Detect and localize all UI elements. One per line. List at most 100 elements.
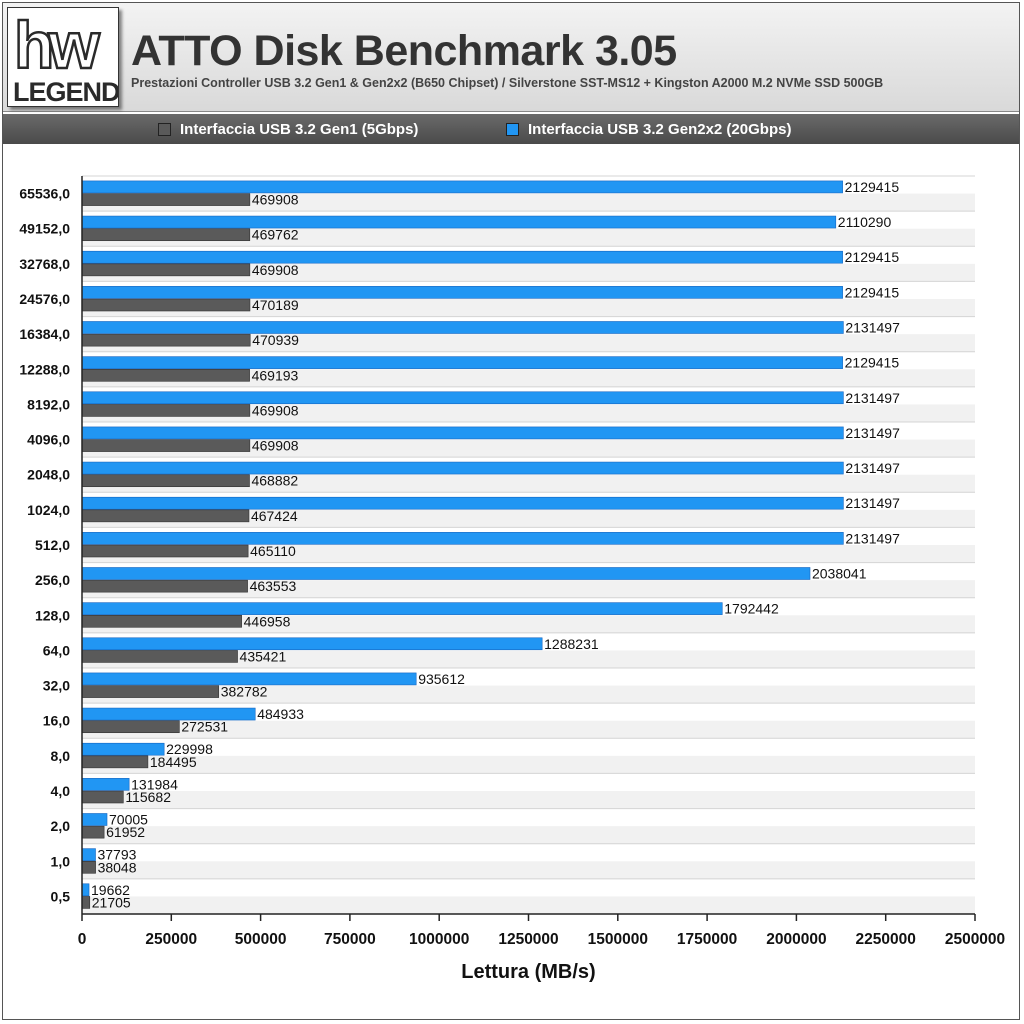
row-band: [82, 861, 975, 879]
data-label: 115682: [125, 789, 171, 805]
y-tick-label: 2048,0: [27, 467, 70, 483]
bar: [81, 298, 251, 312]
data-label: 2129415: [845, 179, 900, 195]
data-label: 446958: [244, 613, 291, 629]
data-label: 1792442: [724, 601, 779, 617]
row-band: [82, 334, 975, 352]
y-tick-label: 16384,0: [19, 326, 70, 342]
row-band: [82, 615, 975, 633]
data-label: 2131497: [845, 495, 900, 511]
data-label: 469762: [252, 227, 299, 243]
bar: [81, 474, 250, 488]
y-tick-label: 2,0: [51, 818, 71, 834]
y-tick-label: 24576,0: [19, 291, 70, 307]
x-tick-label: 1500000: [588, 931, 648, 948]
data-label: 470189: [252, 297, 299, 313]
row-band: [82, 826, 975, 844]
legend-swatch-gen1: [158, 122, 171, 136]
bar: [81, 672, 417, 686]
data-label: 184495: [150, 754, 197, 770]
row-band: [82, 509, 975, 528]
data-label: 2131497: [845, 319, 900, 335]
data-label: 469908: [252, 402, 299, 418]
data-label: 382782: [221, 684, 268, 700]
data-label: 2038041: [812, 565, 867, 581]
data-label: 2129415: [845, 284, 900, 300]
y-tick-label: 12288,0: [19, 361, 70, 377]
x-tick-label: 0: [78, 931, 87, 948]
row-band: [82, 474, 975, 493]
y-tick-label: 256,0: [35, 572, 70, 588]
row-band: [82, 720, 975, 739]
bar: [81, 579, 248, 593]
bar: [81, 848, 96, 861]
x-tick-label: 500000: [235, 931, 287, 948]
bar: [81, 228, 251, 242]
bar: [81, 496, 844, 510]
bar: [81, 509, 250, 523]
row-band: [82, 896, 975, 914]
bar: [81, 685, 220, 698]
bar: [81, 391, 844, 405]
data-label: 2129415: [845, 355, 900, 371]
data-label: 469193: [252, 367, 299, 383]
bar: [81, 532, 844, 545]
bar: [81, 883, 90, 897]
bar: [81, 333, 251, 347]
data-label: 2110290: [838, 214, 892, 230]
y-tick-label: 1024,0: [27, 502, 70, 518]
y-tick-label: 1,0: [51, 853, 71, 869]
logo-hw-text: hw: [14, 8, 100, 82]
bar: [81, 707, 256, 721]
legend-swatch-gen2x2: [506, 122, 519, 136]
y-tick-label: 49152,0: [19, 221, 70, 237]
data-label: 19662: [91, 882, 130, 898]
y-tick-label: 4096,0: [27, 432, 70, 448]
data-label: 61952: [106, 824, 145, 840]
legend-label-gen1: Interfaccia USB 3.2 Gen1 (5Gbps): [180, 120, 419, 138]
bar: [81, 439, 251, 452]
bar: [81, 567, 811, 580]
data-label: 37793: [97, 847, 136, 863]
data-label: 2131497: [845, 425, 900, 441]
data-label: 70005: [109, 811, 148, 827]
bar: [81, 742, 165, 756]
y-tick-label: 512,0: [35, 537, 70, 553]
row-band: [82, 404, 975, 422]
data-label: 131984: [131, 776, 178, 792]
bar: [81, 637, 543, 651]
data-label: 468882: [251, 473, 298, 489]
data-label: 2131497: [845, 460, 900, 476]
bar: [81, 813, 108, 826]
bar: [81, 896, 91, 909]
row-band: [82, 650, 975, 668]
data-label: 21705: [92, 894, 131, 910]
bar: [81, 250, 843, 264]
data-label: 463553: [250, 578, 297, 594]
bar: [81, 193, 251, 206]
row-band: [82, 685, 975, 704]
row-band: [82, 439, 975, 458]
y-tick-label: 32,0: [43, 678, 70, 694]
y-tick-label: 65536,0: [19, 186, 70, 202]
data-label: 935612: [418, 671, 465, 687]
x-tick-label: 2000000: [766, 931, 826, 948]
bar: [81, 180, 843, 194]
data-label: 272531: [181, 719, 228, 735]
bar: [81, 461, 844, 475]
data-label: 2131497: [845, 390, 900, 406]
row-band: [82, 755, 975, 774]
bar: [81, 650, 238, 663]
row-band: [82, 580, 975, 598]
hwlegend-logo: hw LEGEND: [7, 7, 121, 107]
x-axis-title: Lettura (MB/s): [461, 961, 595, 983]
bar: [81, 321, 844, 334]
x-tick-label: 1750000: [677, 931, 737, 948]
y-tick-label: 64,0: [43, 642, 70, 658]
data-label: 1288231: [544, 636, 599, 652]
x-tick-label: 1000000: [409, 931, 469, 948]
data-label: 2129415: [845, 249, 900, 265]
logo-legend-text: LEGEND: [13, 77, 118, 106]
data-label: 229998: [166, 741, 213, 757]
legend-item-gen2x2: Interfaccia USB 3.2 Gen2x2 (20Gbps): [506, 120, 791, 138]
